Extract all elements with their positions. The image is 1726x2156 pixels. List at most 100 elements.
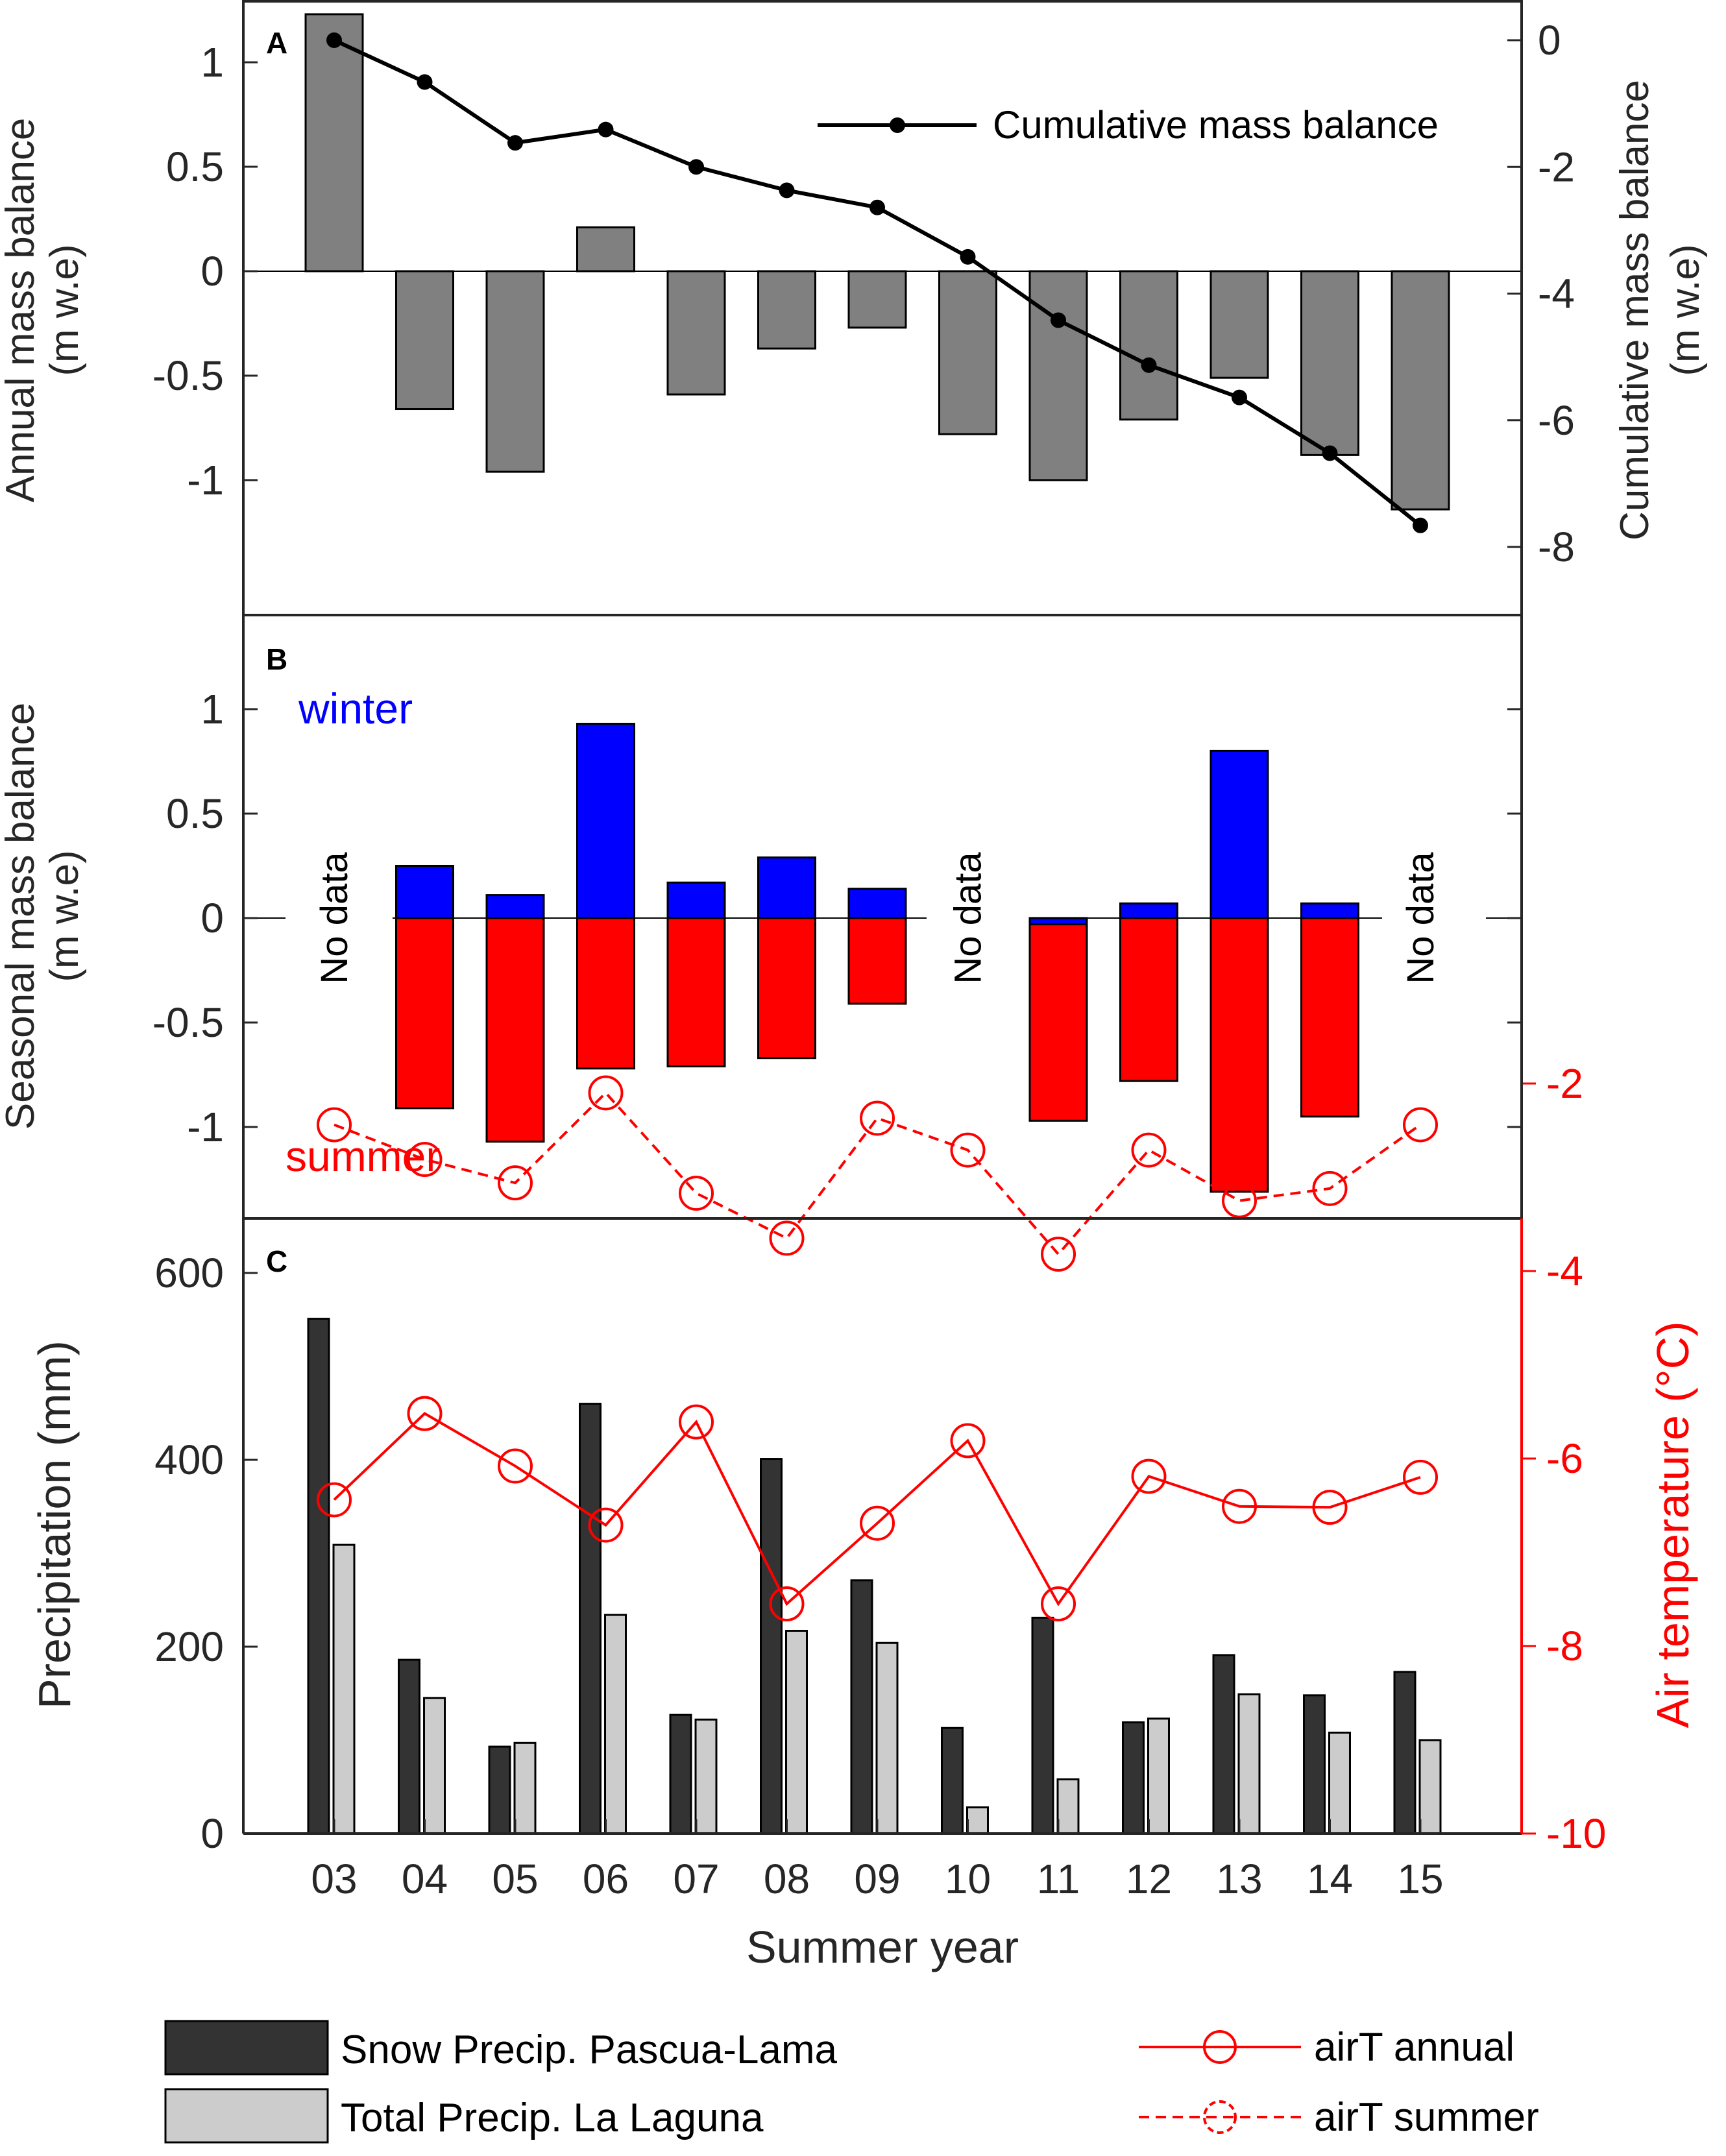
legend-label-cumulative: Cumulative mass balance [993, 103, 1439, 147]
cumulative-point-14 [1322, 445, 1338, 461]
winter-bar-05 [485, 894, 545, 919]
panel-c-ytick-label: 0 [201, 1810, 224, 1857]
panel-c-y2tick-label: -6 [1546, 1435, 1583, 1482]
x-tick-label-09: 09 [854, 1856, 900, 1902]
x-tick-label-13: 13 [1216, 1856, 1262, 1902]
cumulative-point-03 [326, 32, 342, 48]
legend-swatch-snow [164, 2020, 329, 2076]
panel-c-ytick-label: 200 [154, 1623, 224, 1670]
airt-summer-point-15 [1403, 1107, 1438, 1143]
panel-a-ylabel-2: (m w.e) [42, 244, 87, 376]
airt-annual-point-05 [498, 1448, 533, 1484]
x-tick-label-12: 12 [1126, 1856, 1172, 1902]
annual-bar-15 [1391, 270, 1450, 511]
x-tick-label-04: 04 [402, 1856, 448, 1902]
airt-annual-line [333, 1412, 1421, 1606]
panel-c-letter: C [266, 1244, 287, 1278]
summer-bar-04 [395, 917, 454, 1109]
annual-bar-05 [485, 270, 545, 473]
snow-precip-bar-05 [488, 1745, 511, 1835]
total-precip-bar-10 [966, 1806, 989, 1835]
airt-summer-point-09 [860, 1100, 895, 1136]
snow-precip-bar-03 [307, 1318, 330, 1835]
annual-bar-03 [304, 13, 364, 273]
panel-b-ytick-label: 1 [201, 686, 224, 733]
summer-bar-13 [1209, 917, 1269, 1193]
legend-label-airt-summer: airT summer [1314, 2095, 1539, 2140]
panel-c-y2tick-label: -4 [1546, 1248, 1583, 1294]
total-precip-bar-11 [1056, 1778, 1080, 1835]
annual-bar-06 [576, 226, 635, 273]
cumulative-point-12 [1141, 357, 1157, 373]
cumulative-point-05 [507, 135, 523, 151]
snow-precip-bar-08 [760, 1458, 783, 1835]
panel-a-legend: Cumulative mass balance [818, 103, 1439, 147]
total-precip-bar-15 [1418, 1739, 1442, 1835]
panel-a-y2tick-label: -6 [1538, 397, 1575, 444]
legend-label-total: Total Precip. La Laguna [341, 2096, 764, 2140]
x-tick-label-05: 05 [492, 1856, 538, 1902]
panel-c-points [317, 1075, 1438, 1621]
snow-precip-bar-07 [669, 1714, 692, 1835]
legend-swatch-total [164, 2088, 329, 2144]
summer-bar-06 [576, 917, 635, 1070]
panel-c-y2label: Air temperature (°C) [1647, 1321, 1698, 1728]
annual-bar-14 [1300, 270, 1359, 456]
panel-a-y2tick-label: -4 [1538, 271, 1575, 317]
panel-a-ytick-label: 1 [201, 39, 224, 86]
airt-summer-point-06 [588, 1075, 624, 1111]
cumulative-point-06 [598, 121, 614, 138]
panel-c-right-ticks: -10 -8 -6 -4 -2 [1522, 1060, 1607, 1857]
x-tick-label-15: 15 [1397, 1856, 1443, 1902]
panel-a-points [326, 32, 1428, 533]
winter-bar-09 [847, 888, 907, 919]
winter-bar-08 [757, 856, 816, 919]
snow-precip-bar-15 [1393, 1671, 1416, 1835]
legend-marker-airt-summer [1203, 2100, 1237, 2134]
airt-summer-point-08 [769, 1220, 805, 1256]
winter-bar-04 [395, 865, 454, 919]
airt-summer-point-12 [1131, 1132, 1167, 1168]
cumulative-point-13 [1232, 389, 1247, 406]
annual-bar-13 [1209, 270, 1269, 379]
panel-c-ylabel: Precipitation (mm) [29, 1340, 80, 1709]
panel-b-letter: B [266, 642, 287, 676]
cumulative-point-04 [417, 74, 433, 90]
airt-summer-line [334, 1091, 1422, 1257]
annual-bar-09 [847, 270, 907, 329]
panel-c-bars [307, 1318, 1442, 1835]
total-precip-bar-13 [1237, 1693, 1261, 1835]
legend-label-snow: Snow Precip. Pascua-Lama [341, 2028, 838, 2072]
panel-b-ytick-label: -0.5 [152, 999, 224, 1046]
no-data-label-03: No data [313, 852, 356, 984]
legend-label-airt-annual: airT annual [1314, 2025, 1514, 2070]
panel-a-left-ticks: -1 -0.5 0 0.5 1 [152, 39, 258, 503]
axis-frames [242, 0, 1523, 1835]
airt-summer-point-14 [1312, 1170, 1348, 1206]
panel-b-ytick-label: -1 [187, 1104, 224, 1150]
panel-c-y2tick-label: -2 [1546, 1060, 1583, 1107]
annual-bar-07 [666, 270, 726, 396]
total-precip-bar-09 [875, 1641, 899, 1835]
annual-bar-12 [1119, 270, 1178, 421]
airt-annual-point-15 [1403, 1459, 1438, 1495]
airt-summer-point-07 [679, 1176, 714, 1211]
snow-precip-bar-06 [579, 1403, 602, 1835]
total-precip-bar-08 [785, 1630, 808, 1835]
airt-annual-point-10 [950, 1423, 986, 1459]
panel-b: -1 -0.5 0 0.5 1 No data No data No data B wint… [0, 642, 1522, 1193]
panel-b-no-data-labels: No data No data No data [313, 852, 1442, 984]
panel-a-letter: A [266, 26, 287, 60]
x-axis-label: Summer year [746, 1922, 1019, 1972]
airt-annual-point-07 [679, 1404, 714, 1440]
airt-annual-point-14 [1312, 1490, 1348, 1525]
airt-annual-point-06 [588, 1507, 624, 1543]
panel-a-y2tick-label: -2 [1538, 143, 1575, 190]
no-data-label-10: No data [947, 852, 990, 984]
total-precip-bar-06 [604, 1614, 627, 1835]
panel-b-left-ticks: -1 -0.5 0 0.5 1 [152, 686, 1522, 1150]
panel-b-bars [243, 723, 1522, 1193]
snow-precip-bar-11 [1031, 1616, 1054, 1835]
winter-annotation: winter [298, 684, 413, 733]
airt-summer-point-13 [1222, 1183, 1257, 1218]
